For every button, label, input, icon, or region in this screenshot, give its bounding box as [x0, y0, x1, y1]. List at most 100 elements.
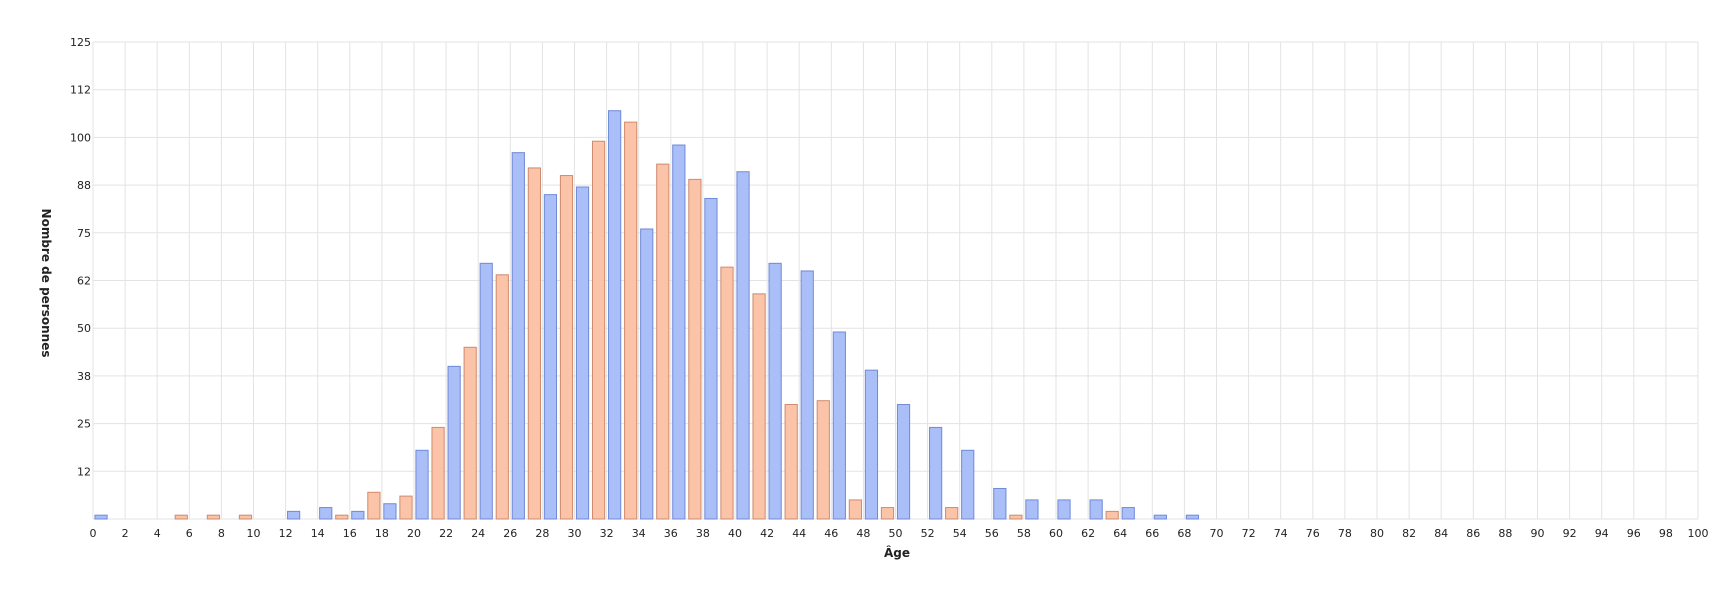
- y-axis-title: Nombre de personnes: [39, 209, 53, 358]
- x-tick-label: 10: [247, 527, 261, 540]
- x-tick-label: 22: [439, 527, 453, 540]
- x-tick-label: 66: [1145, 527, 1159, 540]
- bar-series-a-52: [929, 426, 943, 520]
- bar-series-a-62: [1089, 499, 1103, 520]
- x-tick-label: 32: [600, 527, 614, 540]
- bar-series-a-44: [800, 270, 814, 520]
- bar-series-a-64: [1121, 507, 1135, 520]
- x-tick-label: 12: [279, 527, 293, 540]
- x-tick-label: 56: [985, 527, 999, 540]
- bar-series-b-7: [206, 514, 220, 520]
- x-tick-label: 74: [1274, 527, 1288, 540]
- x-tick-label: 78: [1338, 527, 1352, 540]
- grid: [92, 41, 1699, 520]
- x-tick-label: 88: [1498, 527, 1512, 540]
- y-tick-label: 125: [70, 36, 91, 49]
- x-tick-label: 72: [1242, 527, 1256, 540]
- bar-series-b-9: [238, 514, 253, 520]
- bar-series-b-63: [1105, 510, 1119, 520]
- bar-series-a-60: [1057, 499, 1071, 520]
- bar-series-a-12: [287, 510, 301, 520]
- x-tick-label: 82: [1402, 527, 1416, 540]
- bar-series-a-32: [608, 110, 622, 520]
- y-tick-label: 12: [77, 465, 91, 478]
- bar-series-b-27: [527, 167, 541, 520]
- x-tick-label: 68: [1177, 527, 1191, 540]
- bar-series-b-17: [367, 491, 381, 520]
- x-tick-label: 8: [218, 527, 225, 540]
- x-tick-label: 6: [186, 527, 193, 540]
- bar-series-b-47: [848, 499, 862, 520]
- x-tick-label: 100: [1688, 527, 1709, 540]
- x-tick-label: 20: [407, 527, 421, 540]
- y-tick-label: 50: [77, 322, 91, 335]
- x-tick-label: 54: [953, 527, 967, 540]
- x-tick-label: 80: [1370, 527, 1384, 540]
- bar-series-b-41: [752, 293, 766, 520]
- bar-series-a-50: [896, 404, 911, 520]
- bar-series-a-34: [640, 228, 654, 520]
- bar-series-b-35: [656, 163, 670, 520]
- x-tick-label: 18: [375, 527, 389, 540]
- bar-series-a-16: [351, 510, 365, 520]
- x-tick-label: 26: [503, 527, 517, 540]
- x-tick-label: 50: [889, 527, 903, 540]
- y-tick-label: 25: [77, 418, 91, 431]
- x-tick-label: 16: [343, 527, 357, 540]
- bar-series-a-58: [1025, 499, 1039, 520]
- bar-series-a-0: [94, 514, 108, 520]
- bar-series-b-15: [335, 514, 349, 520]
- bar-series-b-57: [1009, 514, 1023, 520]
- x-tick-label: 94: [1595, 527, 1609, 540]
- bar-series-b-25: [495, 274, 509, 520]
- x-tick-label: 34: [632, 527, 646, 540]
- x-tick-label: 48: [856, 527, 870, 540]
- bar-series-a-46: [832, 331, 846, 520]
- bar-series-a-24: [479, 262, 493, 520]
- y-axis-ticks: 12 25 38 50 62 75 88 100 112 125: [70, 36, 91, 478]
- x-tick-label: 96: [1627, 527, 1641, 540]
- x-tick-label: 42: [760, 527, 774, 540]
- bar-series-b-5: [174, 514, 188, 520]
- bar-series-b-43: [784, 404, 798, 520]
- bar-series-a-20: [415, 449, 429, 520]
- x-tick-label: 40: [728, 527, 742, 540]
- x-tick-label: 76: [1306, 527, 1320, 540]
- bar-series-a-28: [543, 194, 558, 520]
- x-tick-label: 52: [921, 527, 935, 540]
- bar-series-a-42: [768, 262, 782, 520]
- x-tick-label: 38: [696, 527, 710, 540]
- y-tick-label: 112: [70, 84, 91, 97]
- x-tick-label: 92: [1563, 527, 1577, 540]
- bar-series-a-56: [993, 487, 1007, 520]
- x-tick-label: 28: [535, 527, 549, 540]
- bar-series-b-39: [720, 266, 734, 520]
- y-tick-label: 62: [77, 275, 91, 288]
- bars: [94, 110, 1200, 520]
- bar-series-b-21: [431, 426, 445, 520]
- bar-series-a-54: [961, 449, 975, 520]
- x-tick-label: 14: [311, 527, 325, 540]
- bar-series-b-23: [463, 346, 477, 520]
- bar-series-b-19: [399, 495, 413, 520]
- x-tick-label: 0: [90, 527, 97, 540]
- x-tick-label: 62: [1081, 527, 1095, 540]
- x-axis-ticks: 0 2 4 6 8 10 12 14 16 18 20 22 24 26 28 30 32 34 36 38 40 42 4…: [90, 527, 1709, 540]
- bar-series-a-40: [736, 171, 750, 520]
- bar-series-a-18: [383, 503, 397, 520]
- bar-series-b-45: [816, 400, 830, 520]
- x-tick-label: 84: [1434, 527, 1448, 540]
- bar-series-a-30: [575, 186, 590, 520]
- bar-series-b-33: [624, 121, 638, 520]
- bar-series-a-22: [447, 365, 461, 520]
- bar-series-b-49: [880, 507, 895, 520]
- bar-series-b-53: [945, 507, 959, 520]
- x-tick-label: 46: [824, 527, 838, 540]
- y-tick-label: 38: [77, 370, 91, 383]
- bar-series-a-36: [672, 144, 686, 520]
- x-tick-label: 86: [1466, 527, 1480, 540]
- bar-series-b-31: [591, 140, 606, 520]
- bar-series-a-38: [704, 197, 718, 520]
- bar-series-a-26: [511, 152, 525, 520]
- x-tick-label: 60: [1049, 527, 1063, 540]
